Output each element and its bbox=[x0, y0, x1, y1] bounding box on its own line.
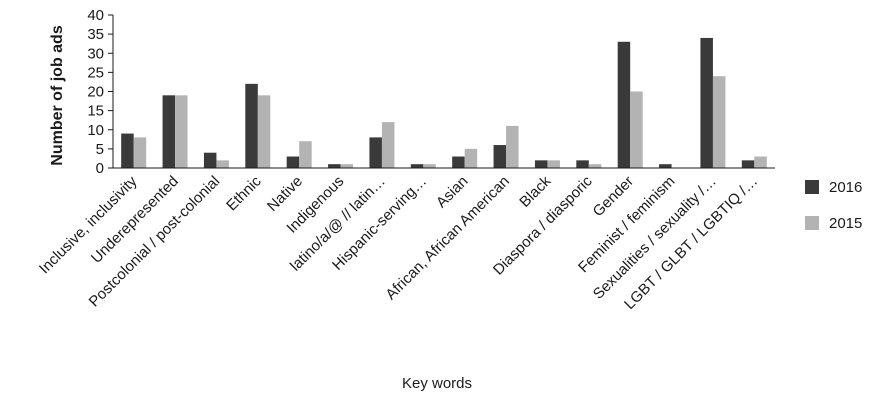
bar-2016-4 bbox=[286, 156, 300, 168]
bar-2015-6 bbox=[381, 122, 395, 168]
x-category-label: Asian bbox=[433, 173, 472, 212]
bar-2016-9 bbox=[493, 145, 507, 168]
legend-label-2016: 2016 bbox=[829, 179, 862, 196]
legend-swatch-2015 bbox=[805, 216, 819, 230]
y-axis-ticks: 0 5 10 15 20 25 30 35 40 bbox=[87, 7, 113, 177]
y-tick-label: 5 bbox=[96, 141, 104, 158]
bar-2015-9 bbox=[506, 125, 519, 168]
y-tick-label: 0 bbox=[96, 160, 104, 177]
legend: 2016 2015 bbox=[805, 179, 862, 232]
y-tick-label: 35 bbox=[87, 26, 104, 43]
bar-2016-2 bbox=[203, 152, 217, 168]
bar-2015-0 bbox=[133, 137, 147, 168]
bars bbox=[121, 37, 767, 169]
bar-2016-3 bbox=[245, 83, 258, 168]
bar-2015-12 bbox=[630, 91, 643, 168]
y-axis-title: Number of job ads bbox=[49, 25, 66, 166]
bar-2015-8 bbox=[464, 148, 478, 168]
bar-2015-5 bbox=[340, 164, 354, 168]
bar-2016-14 bbox=[700, 37, 713, 169]
bar-2015-4 bbox=[299, 141, 312, 168]
legend-swatch-2016 bbox=[805, 180, 819, 194]
x-category-label: Ethnic bbox=[223, 172, 265, 214]
bar-2015-14 bbox=[712, 76, 726, 168]
y-tick-label: 30 bbox=[87, 45, 104, 62]
legend-label-2015: 2015 bbox=[829, 215, 862, 232]
y-tick-label: 40 bbox=[87, 7, 104, 24]
y-tick-label: 25 bbox=[87, 64, 104, 81]
bar-2015-2 bbox=[216, 160, 229, 168]
bar-2016-5 bbox=[328, 164, 341, 168]
bar-2016-1 bbox=[162, 95, 176, 168]
y-tick-label: 15 bbox=[87, 103, 104, 120]
x-category-label: Black bbox=[516, 172, 554, 210]
bar-2015-11 bbox=[588, 164, 602, 168]
y-tick-label: 20 bbox=[87, 84, 104, 101]
bar-2016-7 bbox=[410, 164, 424, 168]
bar-2015-7 bbox=[423, 164, 436, 168]
bar-2016-10 bbox=[534, 160, 548, 168]
bar-2016-11 bbox=[576, 160, 589, 168]
x-axis-category-labels: Inclusive, inclusivityUnderepresentedPos… bbox=[36, 172, 761, 312]
bar-2015-10 bbox=[547, 160, 560, 168]
bar-2015-15 bbox=[754, 156, 767, 168]
bar-2016-15 bbox=[741, 160, 755, 168]
x-axis-title: Key words bbox=[402, 375, 472, 392]
bar-2016-8 bbox=[452, 156, 465, 168]
bar-2016-13 bbox=[659, 164, 672, 168]
bar-2015-1 bbox=[175, 95, 188, 168]
bar-2015-3 bbox=[257, 95, 271, 168]
y-tick-label: 10 bbox=[87, 122, 104, 139]
bar-2016-6 bbox=[369, 137, 382, 168]
bar-2016-0 bbox=[121, 133, 134, 168]
bar-2016-12 bbox=[617, 41, 631, 168]
